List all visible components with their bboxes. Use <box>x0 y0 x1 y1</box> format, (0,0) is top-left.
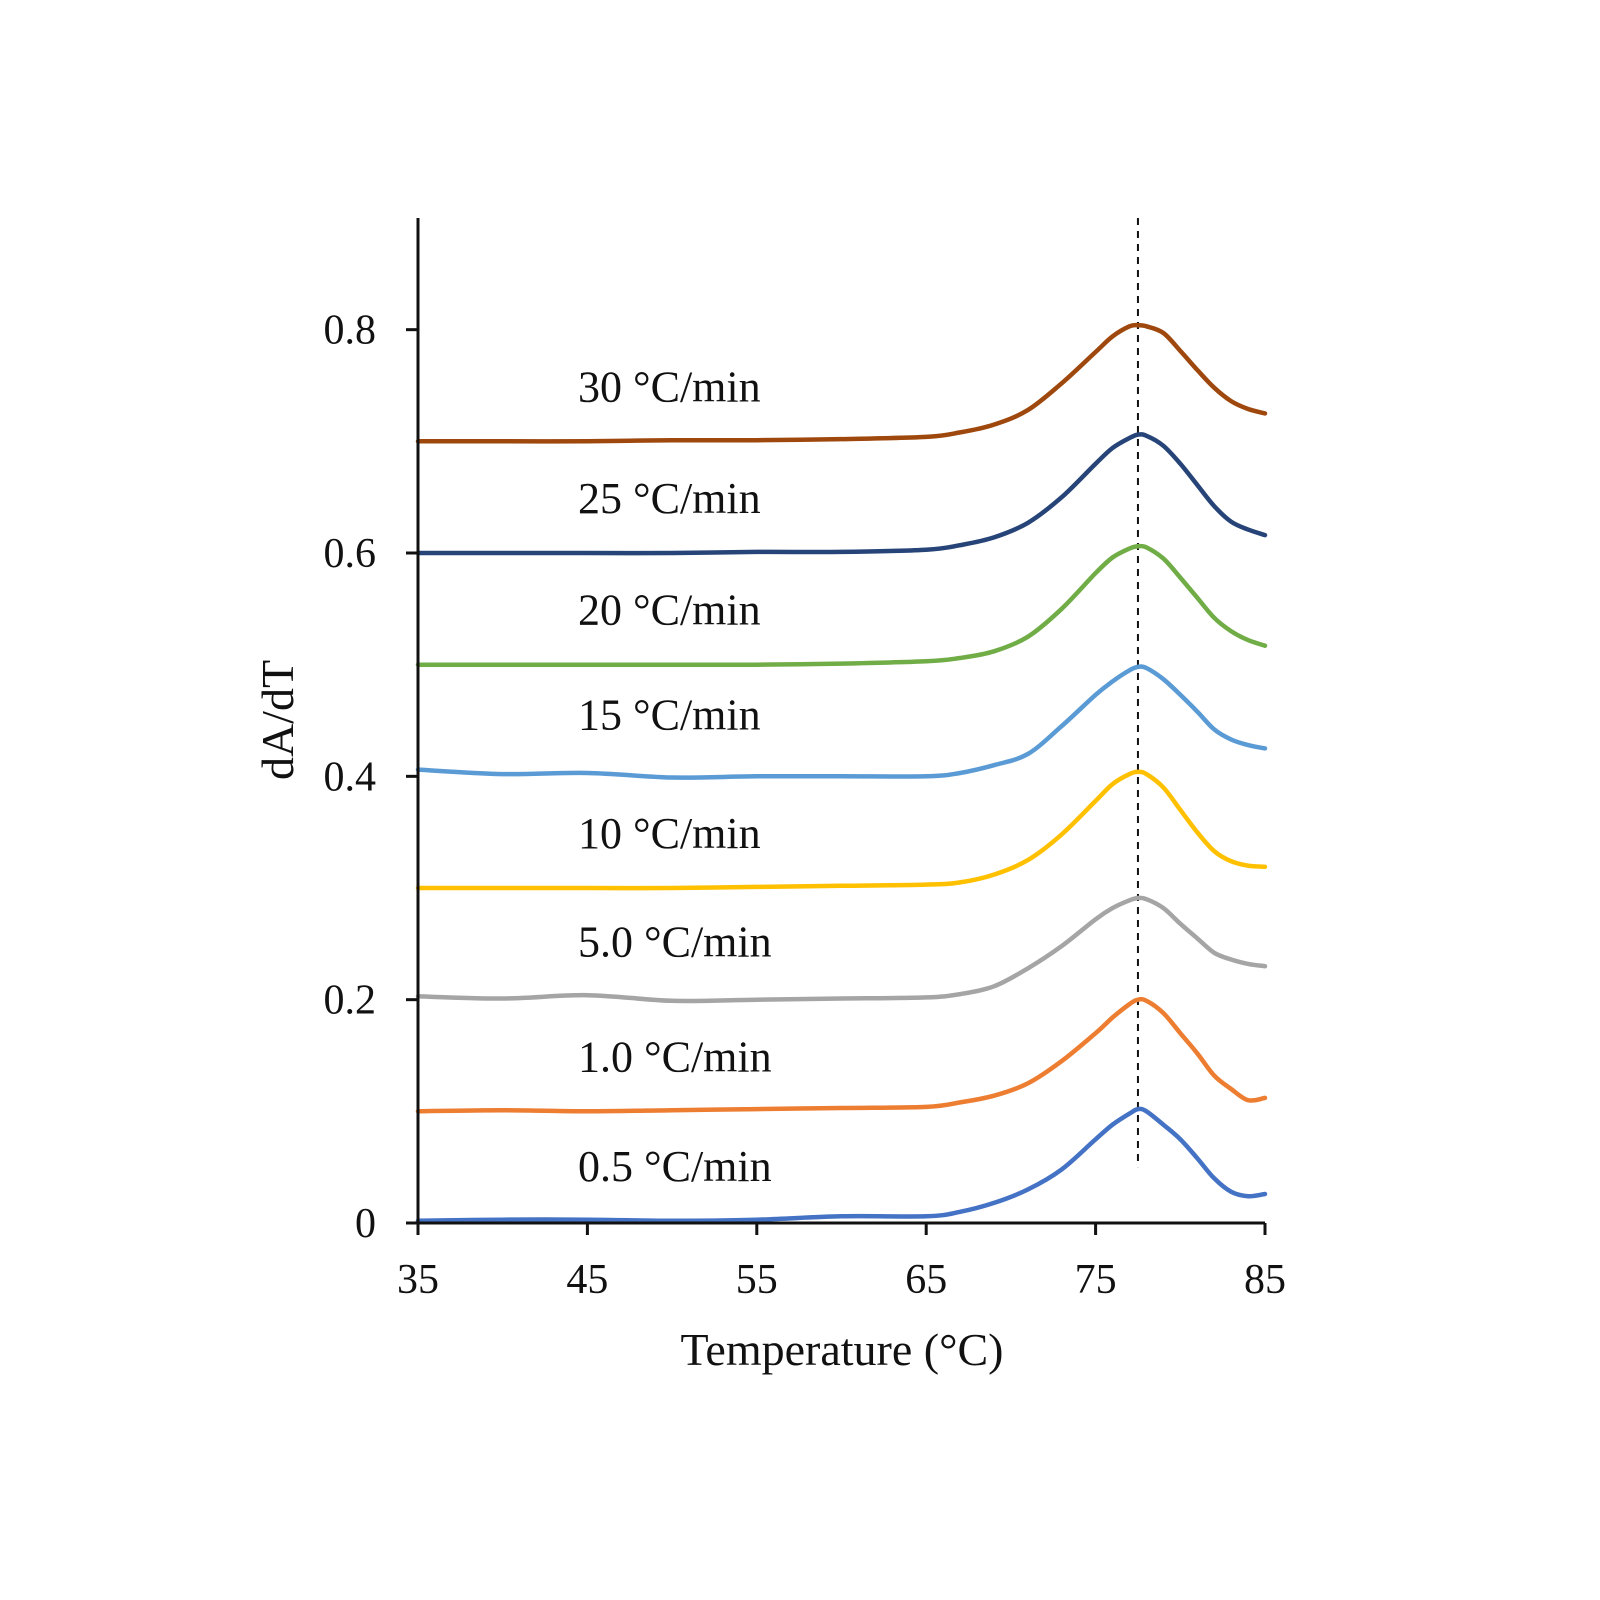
tick-layer: 35 45 55 65 75 85 0 0.2 0.4 0.6 0.8 <box>324 308 1287 1303</box>
series-label-7: 30 °C/min <box>578 362 761 411</box>
x-tick-label: 65 <box>905 1257 947 1303</box>
y-axis-title: dA/dT <box>252 660 303 780</box>
series-line-3 <box>415 769 1268 891</box>
series-line-2 <box>415 895 1268 1004</box>
y-tick-label: 0.8 <box>324 308 377 354</box>
series-label-2: 5.0 °C/min <box>578 917 772 966</box>
x-tick-label: 55 <box>736 1257 778 1303</box>
series-label-layer: 0.5 °C/min 1.0 °C/min 5.0 °C/min 10 °C/min 1… <box>578 362 772 1190</box>
series-label-5: 20 °C/min <box>578 586 761 635</box>
series-line-6 <box>415 432 1268 556</box>
series-label-0: 0.5 °C/min <box>578 1142 772 1191</box>
x-axis-title: Temperature (°C) <box>681 1324 1004 1375</box>
series-line-4 <box>415 664 1268 780</box>
x-tick-label: 45 <box>566 1257 608 1303</box>
series-line-1 <box>415 996 1268 1114</box>
axes <box>416 218 1265 1225</box>
x-tick-label: 35 <box>397 1257 439 1303</box>
x-tick-label: 85 <box>1244 1257 1286 1303</box>
series-label-6: 25 °C/min <box>578 474 761 523</box>
x-tick-label: 75 <box>1075 1257 1117 1303</box>
y-tick-label: 0.6 <box>324 531 377 577</box>
series-line-5 <box>415 543 1268 668</box>
series-line-7 <box>415 322 1268 444</box>
series-label-3: 10 °C/min <box>578 809 761 858</box>
y-tick-label: 0.2 <box>324 978 377 1024</box>
series-label-4: 15 °C/min <box>578 691 761 740</box>
y-tick-label: 0.4 <box>324 754 377 800</box>
y-tick-label: 0 <box>355 1201 376 1247</box>
series-layer <box>415 322 1268 1224</box>
series-label-1: 1.0 °C/min <box>578 1032 772 1081</box>
series-line-0 <box>415 1106 1268 1224</box>
